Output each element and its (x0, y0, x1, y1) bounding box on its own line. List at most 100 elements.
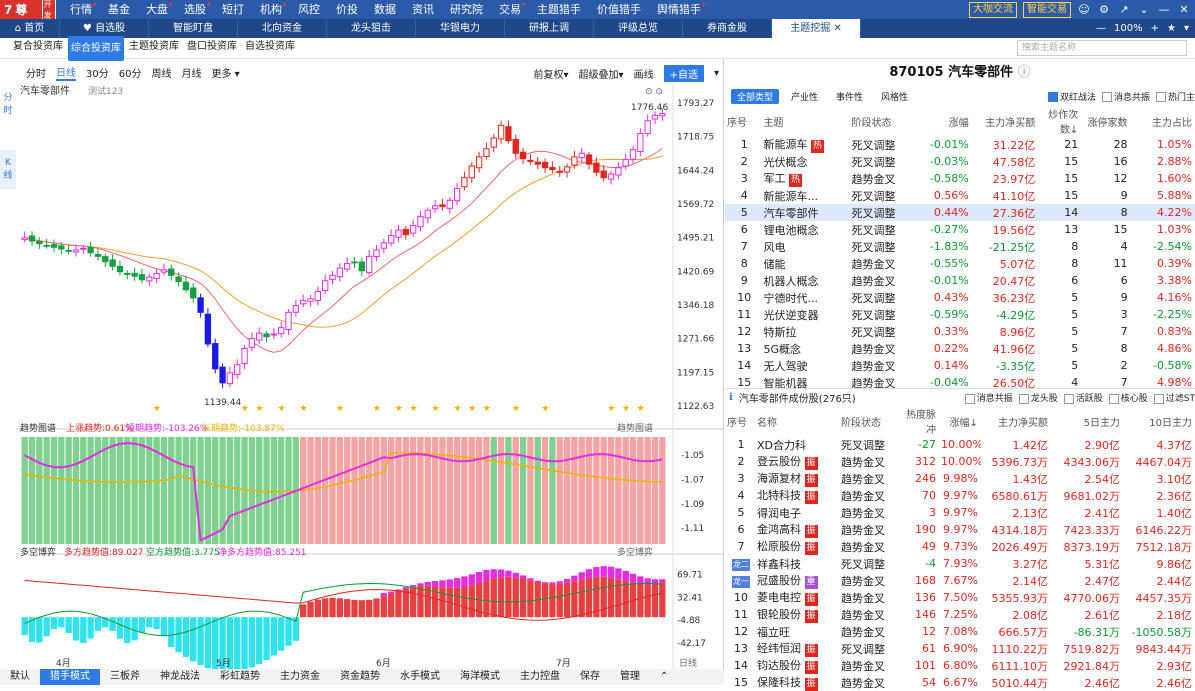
table-row[interactable]: 2 光伏概念 死叉调整 -0.03% 47.58亿 15 16 2.88% (725, 153, 1195, 170)
filter-chip-3[interactable]: 风格性 (881, 92, 909, 103)
th1-3[interactable]: 涨幅 (948, 117, 969, 129)
sec2-check-2[interactable]: 活跃股 (1063, 391, 1103, 404)
table-row[interactable]: 1 XD合力科 死叉调整 -27 10.00% 1.42亿 2.90亿 4.37亿 (725, 436, 1195, 453)
checkbox[interactable] (1155, 92, 1166, 102)
stock-name[interactable]: 经纬恒润 振 (755, 640, 839, 657)
sec2-check-3[interactable]: 核心股 (1108, 391, 1148, 404)
subtab-1[interactable]: 综合投资库 (68, 35, 124, 61)
th1-6[interactable]: 涨停家数 (1087, 117, 1128, 129)
theme-name[interactable]: 机器人概念 (761, 272, 849, 289)
sec2-check-0[interactable]: 消息共振 (964, 391, 1013, 404)
theme-name[interactable]: 特斯拉 (761, 323, 849, 340)
settings-icon[interactable]: ⚙ (1099, 3, 1109, 16)
th2-6[interactable]: 5日主力 (1083, 417, 1120, 429)
zoom-in-icon[interactable]: + (1150, 23, 1159, 34)
checkbox[interactable] (1108, 393, 1119, 404)
table-row[interactable]: 10 菱电电控 振趋势金叉 136 7.50% 5355.93万 4770.06万 4457… (725, 589, 1195, 606)
stock-name[interactable]: 银轮股份 振 (755, 606, 839, 623)
table-row[interactable]: 4 新能源车... 死叉调整 0.56% 41.10亿 15 9 5.88% (725, 187, 1195, 204)
table-row[interactable]: 13 5G概念 趋势金叉 0.22% 41.96亿 5 8 4.86% (725, 340, 1195, 357)
tab-5[interactable]: 华银电力 (416, 19, 505, 38)
menu-item-9[interactable]: 资讯 (412, 3, 434, 16)
table-row[interactable]: 4 北特科技 振趋势金叉 70 9.97% 6580.61万 9681.02万 2.36亿 (725, 487, 1195, 504)
theme-name[interactable]: 储能 (761, 255, 849, 272)
table-row[interactable]: 11 银轮股份 振趋势金叉 146 7.25% 2.08亿 2.61亿 2.18亿 (725, 606, 1195, 623)
table-row[interactable]: 5 得润电子 趋势金叉 3 9.97% 2.13亿 2.41亿 1.40亿 (725, 504, 1195, 521)
menu-item-7[interactable]: 价投 (336, 3, 358, 16)
checkbox[interactable] (1018, 393, 1029, 404)
tab-3[interactable]: 北向资金 (238, 19, 327, 38)
checkbox[interactable] (964, 393, 975, 404)
close-window-icon[interactable]: ✕ (1179, 3, 1189, 16)
checkbox[interactable] (1063, 393, 1074, 404)
checkbox[interactable] (1047, 92, 1058, 102)
chart-tool-2[interactable]: 画线 (633, 70, 654, 81)
table-row[interactable]: 12 福立旺 趋势金叉 12 7.08% 666.57万 -86.31万 -1050.58万 (725, 623, 1195, 640)
menu-item-2[interactable]: 大盘 (138, 0, 176, 19)
app-logo[interactable]: 7 智尊版 开发 (0, 0, 56, 34)
period-6[interactable]: 更多 ▾ (211, 68, 240, 80)
bottom-tab-11[interactable]: 管理 (620, 671, 640, 682)
bottom-tab-3[interactable]: 神龙战法 (160, 671, 200, 682)
table-row[interactable]: 15 保隆科技 振趋势金叉 54 6.67% 5010.44万 2.46亿 2.46亿 (725, 674, 1195, 691)
filter-chip-1[interactable]: 产业性 (791, 92, 819, 103)
side-label-shi[interactable]: 时 (3, 106, 13, 116)
zoom-out-icon[interactable]: — (1096, 23, 1107, 34)
expert-chat-button[interactable]: 大咖交流 (969, 1, 1017, 18)
menu-item-11[interactable]: 交易 (491, 0, 529, 19)
bottom-tab-6[interactable]: 资金趋势 (340, 671, 380, 682)
table-row[interactable]: 14 无人驾驶 趋势金叉 0.14% -3.35亿 5 2 -0.58% (725, 357, 1195, 374)
sec2-check-4[interactable]: 过滤ST (1153, 391, 1195, 404)
th1-4[interactable]: 主力净买额 (985, 117, 1036, 129)
stock-name[interactable]: 祥鑫科技 (755, 555, 839, 572)
period-5[interactable]: 月线 (181, 68, 202, 80)
menu-item-5[interactable]: 机构 (252, 0, 290, 19)
menu-item-4[interactable]: 短打 (222, 3, 244, 16)
table-row[interactable]: 13 经纬恒润 振死叉调整 61 6.90% 1110.22万 7519.82万 9843.… (725, 640, 1195, 657)
table-row[interactable]: 8 储能 趋势金叉 -0.55% 5.07亿 8 11 0.39% (725, 255, 1195, 272)
stock-name[interactable]: 北特科技 振 (755, 487, 839, 504)
checkbox[interactable] (1101, 92, 1112, 102)
dropdown-icon[interactable]: ⌄ (1139, 3, 1149, 16)
period-3[interactable]: 60分 (118, 68, 142, 80)
table-row[interactable]: 12 特斯拉 死叉调整 0.33% 8.96亿 5 7 0.83% (725, 323, 1195, 340)
bottom-tab-7[interactable]: 水手模式 (400, 671, 440, 682)
table-row[interactable]: 10 宁德时代... 死叉调整 0.43% 36.23亿 5 9 4.16% (725, 289, 1195, 306)
th2-1[interactable]: 名称 (757, 417, 777, 429)
subtab-4[interactable]: 自选投资库 (245, 40, 295, 52)
theme-name[interactable]: 光伏概念 (761, 153, 849, 170)
bottom-tab-1[interactable]: 猎手模式 (40, 669, 100, 685)
bottom-tab-10[interactable]: 保存 (580, 671, 600, 682)
th2-2[interactable]: 阶段状态 (841, 417, 881, 429)
menu-item-12[interactable]: 主题猎手 (537, 3, 581, 16)
scroll-up-icon[interactable]: ⌃ (660, 671, 669, 682)
close-tab-icon[interactable]: ✕ (830, 23, 842, 34)
check-0[interactable]: 双红战法 (1047, 90, 1096, 103)
bottom-tab-0[interactable]: 默认 (10, 671, 30, 682)
th2-4[interactable]: 涨幅↓ (949, 417, 978, 429)
stock-name[interactable]: 保隆科技 振 (755, 674, 839, 691)
bottom-tab-2[interactable]: 三板斧 (110, 671, 140, 682)
table-row[interactable]: 龙一 冠盛股份 重趋势金叉 168 7.67% 2.14亿 2.47亿 2.44亿 (725, 572, 1195, 589)
table-row[interactable]: 2 登云股份 振趋势金叉 312 10.00% 5396.73万 4343.06万 4467… (725, 453, 1195, 470)
table-row[interactable]: 龙二 祥鑫科技 死叉调整 -4 7.93% 3.27亿 5.31亿 9.86亿 (725, 555, 1195, 572)
side-label-xian[interactable]: 线 (3, 171, 13, 181)
menu-dropdown-icon[interactable]: ▾ (1183, 23, 1189, 34)
theme-name[interactable]: 无人驾驶 (761, 357, 849, 374)
table-row[interactable]: 9 机器人概念 趋势金叉 -0.01% 20.47亿 6 6 3.38% (725, 272, 1195, 289)
menu-item-10[interactable]: 研究院 (450, 3, 483, 16)
side-label-k[interactable]: K (5, 158, 11, 168)
table-row[interactable]: 11 光伏逆变器 死叉调整 -0.59% -4.29亿 5 3 -2.25% (725, 306, 1195, 323)
menu-item-14[interactable]: 舆情猎手 (649, 0, 709, 19)
stock-name[interactable]: 钧达股份 振 (755, 657, 839, 674)
menu-item-13[interactable]: 价值猎手 (597, 3, 641, 16)
side-label-fen[interactable]: 分 (3, 93, 13, 103)
theme-name[interactable]: 锂电池概念 (761, 221, 849, 238)
add-watchlist-button[interactable]: +自选 (663, 65, 704, 82)
theme-name[interactable]: 5G概念 (761, 340, 849, 357)
table-row[interactable]: 14 钧达股份 振趋势金叉 101 6.80% 6111.10万 2921.84万 2.93… (725, 657, 1195, 674)
subtab-0[interactable]: 复合投资库 (13, 40, 63, 52)
period-4[interactable]: 周线 (151, 68, 172, 80)
th2-3[interactable]: 热度脉冲 (906, 410, 936, 436)
menu-item-3[interactable]: 选股 (176, 0, 214, 19)
